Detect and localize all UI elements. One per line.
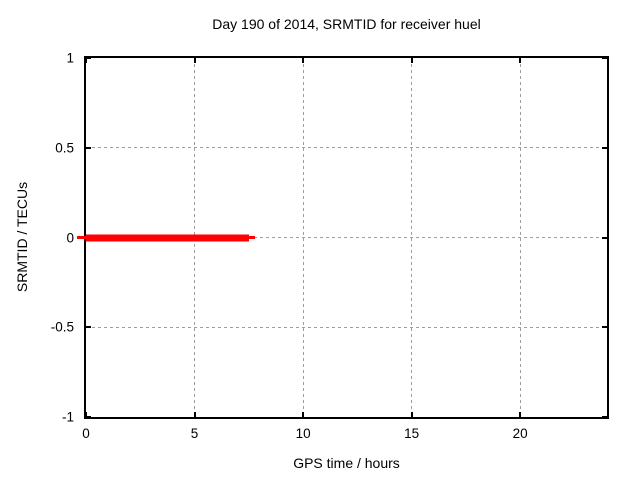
y-tick-label: -1: [61, 409, 74, 425]
x-tick-mark: [410, 58, 413, 63]
y-tick-mark: [86, 416, 91, 418]
x-tick-mark: [302, 58, 305, 63]
x-tick-mark: [193, 58, 196, 63]
y-tick-mark: [86, 146, 91, 149]
data-line: [86, 234, 249, 241]
x-tick-mark: [302, 412, 305, 417]
x-tick-label: 0: [82, 426, 90, 441]
y-tick-label: 1: [66, 50, 74, 66]
y-tick-label: -0.5: [50, 319, 74, 335]
x-tick-mark: [410, 412, 413, 417]
y-tick-mark: [602, 236, 607, 239]
y-tick-mark: [86, 57, 91, 59]
y-tick-mark: [86, 326, 91, 329]
y-tick-mark: [602, 416, 607, 418]
x-tick-label: 15: [404, 426, 420, 441]
x-tick-mark: [519, 412, 522, 417]
x-tick-mark: [85, 412, 87, 417]
y-gridline: [86, 147, 607, 149]
y-tick-label: 0.5: [55, 140, 74, 155]
plot-area: 0 5 10 15 20 1 0.5 0 -0.5 -1: [51, 51, 609, 440]
y-axis-label: SRMTID / TECUs: [14, 181, 30, 293]
x-tick-mark: [193, 412, 196, 417]
y-gridline: [86, 237, 607, 238]
x-tick-label: 10: [295, 426, 311, 441]
chart-title: Day 190 of 2014, SRMTID for receiver hue…: [212, 16, 481, 32]
x-tick-mark: [519, 58, 522, 63]
y-tick-mark: [602, 326, 607, 329]
x-tick-label: 5: [190, 426, 199, 441]
x-axis-label: GPS time / hours: [293, 455, 400, 471]
x-tick-label: 20: [512, 426, 528, 441]
y-gridline: [86, 326, 607, 328]
x-tick-mark: [85, 58, 87, 63]
y-tick-mark: [602, 146, 607, 149]
y-tick-mark: [602, 57, 607, 59]
y-tick-label: 0: [66, 229, 74, 245]
